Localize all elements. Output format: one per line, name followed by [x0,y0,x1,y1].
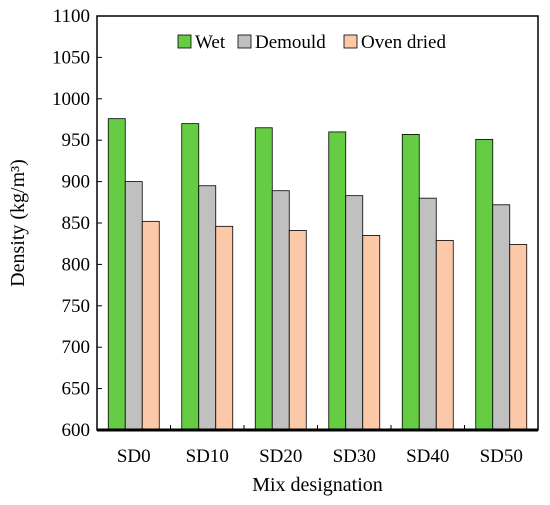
bar-oven-dried-sd0 [141,220,160,431]
legend-label: Oven dried [361,32,446,53]
y-tick-label: 1000 [52,89,90,110]
y-tick-label: 600 [62,420,91,441]
x-tick-label: SD20 [259,446,302,467]
bar-demould-sd20 [271,190,290,431]
legend-swatch [177,34,192,49]
x-axis-ticks: SD0 SD10 SD20 SD30 SD40 SD50 [117,425,539,467]
y-axis-ticks: 600 650 700 750 800 850 900 950 1000 1050 1100 [52,6,102,441]
legend-swatch [237,34,252,49]
y-tick-label: 950 [62,130,91,151]
x-tick-label: SD50 [480,446,523,467]
bar-demould-sd0 [124,181,143,431]
legend-label: Demould [255,32,326,53]
bar-oven-dried-sd10 [215,225,234,431]
y-tick-label: 1100 [53,6,90,27]
bar-oven-dried-sd30 [362,235,381,431]
y-axis-label: Density (kg/m³) [7,159,29,287]
x-axis-label: Mix designation [252,474,383,496]
x-tick-label: SD30 [333,446,376,467]
bar-oven-dried-sd40 [435,239,454,431]
y-tick-label: 750 [62,296,91,317]
bar-demould-sd10 [198,185,217,431]
legend-swatch [343,34,358,49]
bar-oven-dried-sd20 [288,230,307,431]
bar-wet-sd20 [254,127,273,431]
y-tick-label: 800 [62,254,91,275]
bar-wet-sd10 [181,123,200,431]
bar-demould-sd30 [345,195,364,431]
bar-demould-sd50 [492,204,511,431]
x-tick-label: SD10 [186,446,229,467]
bar-demould-sd40 [418,197,437,431]
bar-wet-sd40 [401,134,420,431]
x-tick-label: SD40 [406,446,449,467]
plot-frame [96,15,539,431]
legend: Wet Demould Oven dried [177,32,446,53]
x-tick-label: SD0 [117,446,151,467]
bar-oven-dried-sd50 [509,244,528,431]
y-tick-label: 650 [62,379,91,400]
bar-wet-sd0 [107,118,126,431]
y-tick-label: 900 [62,172,91,193]
bars-layer [107,118,528,431]
bar-wet-sd50 [475,138,494,431]
y-tick-label: 700 [62,337,91,358]
bar-wet-sd30 [328,131,347,431]
y-tick-label: 850 [62,213,91,234]
legend-label: Wet [195,32,226,53]
y-tick-label: 1050 [52,47,90,68]
